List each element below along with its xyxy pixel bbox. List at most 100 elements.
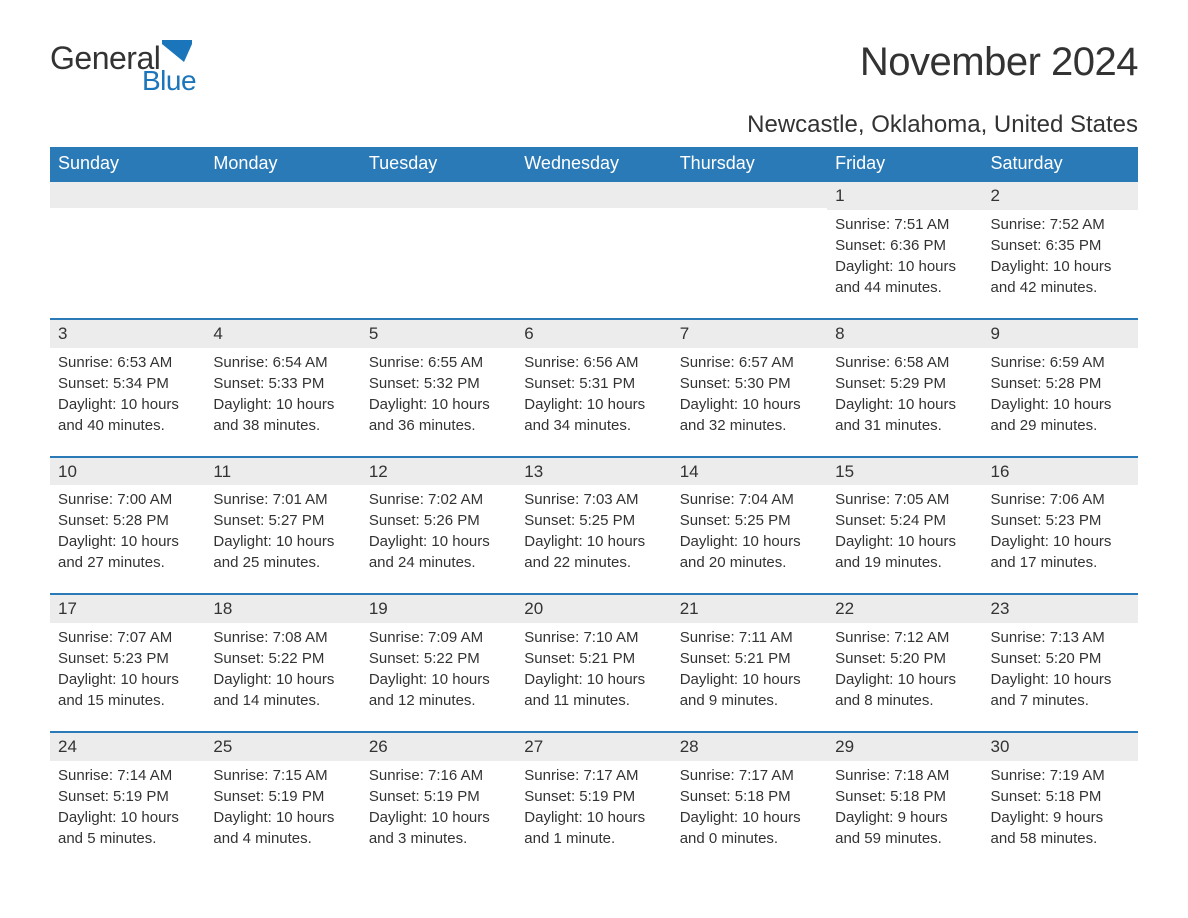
sunrise-text: Sunrise: 7:07 AM bbox=[58, 627, 197, 648]
daylight-text: Daylight: 10 hours and 0 minutes. bbox=[680, 807, 819, 849]
sunset-text: Sunset: 5:18 PM bbox=[680, 786, 819, 807]
day-cell: 18Sunrise: 7:08 AMSunset: 5:22 PMDayligh… bbox=[205, 595, 360, 731]
header: General Blue November 2024 bbox=[50, 40, 1138, 97]
day-body: Sunrise: 7:00 AMSunset: 5:28 PMDaylight:… bbox=[50, 485, 205, 593]
day-cell bbox=[672, 182, 827, 318]
day-number: 14 bbox=[672, 458, 827, 486]
daylight-text: Daylight: 10 hours and 31 minutes. bbox=[835, 394, 974, 436]
day-number: 10 bbox=[50, 458, 205, 486]
sunrise-text: Sunrise: 7:09 AM bbox=[369, 627, 508, 648]
week-row: 3Sunrise: 6:53 AMSunset: 5:34 PMDaylight… bbox=[50, 318, 1138, 456]
sunset-text: Sunset: 5:33 PM bbox=[213, 373, 352, 394]
day-cell: 8Sunrise: 6:58 AMSunset: 5:29 PMDaylight… bbox=[827, 320, 982, 456]
day-cell: 21Sunrise: 7:11 AMSunset: 5:21 PMDayligh… bbox=[672, 595, 827, 731]
day-cell: 14Sunrise: 7:04 AMSunset: 5:25 PMDayligh… bbox=[672, 458, 827, 594]
sunset-text: Sunset: 5:32 PM bbox=[369, 373, 508, 394]
day-cell: 4Sunrise: 6:54 AMSunset: 5:33 PMDaylight… bbox=[205, 320, 360, 456]
day-cell: 9Sunrise: 6:59 AMSunset: 5:28 PMDaylight… bbox=[983, 320, 1138, 456]
sunset-text: Sunset: 5:21 PM bbox=[680, 648, 819, 669]
day-body: Sunrise: 7:03 AMSunset: 5:25 PMDaylight:… bbox=[516, 485, 671, 593]
day-cell: 20Sunrise: 7:10 AMSunset: 5:21 PMDayligh… bbox=[516, 595, 671, 731]
day-cell: 1Sunrise: 7:51 AMSunset: 6:36 PMDaylight… bbox=[827, 182, 982, 318]
day-cell: 22Sunrise: 7:12 AMSunset: 5:20 PMDayligh… bbox=[827, 595, 982, 731]
day-body: Sunrise: 7:09 AMSunset: 5:22 PMDaylight:… bbox=[361, 623, 516, 731]
day-cell: 19Sunrise: 7:09 AMSunset: 5:22 PMDayligh… bbox=[361, 595, 516, 731]
week-row: 17Sunrise: 7:07 AMSunset: 5:23 PMDayligh… bbox=[50, 593, 1138, 731]
day-body: Sunrise: 6:55 AMSunset: 5:32 PMDaylight:… bbox=[361, 348, 516, 456]
day-body: Sunrise: 7:10 AMSunset: 5:21 PMDaylight:… bbox=[516, 623, 671, 731]
day-number: 27 bbox=[516, 733, 671, 761]
sunset-text: Sunset: 5:30 PM bbox=[680, 373, 819, 394]
calendar: SundayMondayTuesdayWednesdayThursdayFrid… bbox=[50, 147, 1138, 869]
sunrise-text: Sunrise: 7:01 AM bbox=[213, 489, 352, 510]
location-text: Newcastle, Oklahoma, United States bbox=[50, 111, 1138, 139]
daylight-text: Daylight: 10 hours and 36 minutes. bbox=[369, 394, 508, 436]
sunset-text: Sunset: 5:34 PM bbox=[58, 373, 197, 394]
daylight-text: Daylight: 10 hours and 15 minutes. bbox=[58, 669, 197, 711]
sunset-text: Sunset: 5:25 PM bbox=[524, 510, 663, 531]
day-body: Sunrise: 6:56 AMSunset: 5:31 PMDaylight:… bbox=[516, 348, 671, 456]
day-number: 28 bbox=[672, 733, 827, 761]
weekday-header-cell: Friday bbox=[827, 147, 982, 180]
sunrise-text: Sunrise: 6:58 AM bbox=[835, 352, 974, 373]
day-cell bbox=[205, 182, 360, 318]
day-number: 23 bbox=[983, 595, 1138, 623]
sunset-text: Sunset: 5:22 PM bbox=[369, 648, 508, 669]
daylight-text: Daylight: 10 hours and 32 minutes. bbox=[680, 394, 819, 436]
day-cell: 17Sunrise: 7:07 AMSunset: 5:23 PMDayligh… bbox=[50, 595, 205, 731]
day-body: Sunrise: 6:53 AMSunset: 5:34 PMDaylight:… bbox=[50, 348, 205, 456]
day-number: 30 bbox=[983, 733, 1138, 761]
day-body: Sunrise: 7:13 AMSunset: 5:20 PMDaylight:… bbox=[983, 623, 1138, 731]
day-body: Sunrise: 6:54 AMSunset: 5:33 PMDaylight:… bbox=[205, 348, 360, 456]
daylight-text: Daylight: 10 hours and 25 minutes. bbox=[213, 531, 352, 573]
sunrise-text: Sunrise: 7:18 AM bbox=[835, 765, 974, 786]
day-number: 3 bbox=[50, 320, 205, 348]
daylight-text: Daylight: 10 hours and 19 minutes. bbox=[835, 531, 974, 573]
day-body: Sunrise: 7:19 AMSunset: 5:18 PMDaylight:… bbox=[983, 761, 1138, 869]
day-cell bbox=[516, 182, 671, 318]
sunset-text: Sunset: 5:24 PM bbox=[835, 510, 974, 531]
sunset-text: Sunset: 6:36 PM bbox=[835, 235, 974, 256]
daylight-text: Daylight: 9 hours and 58 minutes. bbox=[991, 807, 1130, 849]
day-body: Sunrise: 7:01 AMSunset: 5:27 PMDaylight:… bbox=[205, 485, 360, 593]
day-number: 15 bbox=[827, 458, 982, 486]
daylight-text: Daylight: 10 hours and 3 minutes. bbox=[369, 807, 508, 849]
sunrise-text: Sunrise: 7:19 AM bbox=[991, 765, 1130, 786]
sunset-text: Sunset: 5:23 PM bbox=[991, 510, 1130, 531]
title-block: November 2024 bbox=[860, 40, 1138, 85]
day-cell: 3Sunrise: 6:53 AMSunset: 5:34 PMDaylight… bbox=[50, 320, 205, 456]
sunset-text: Sunset: 5:28 PM bbox=[991, 373, 1130, 394]
empty-day-bar bbox=[361, 182, 516, 208]
sunset-text: Sunset: 5:18 PM bbox=[835, 786, 974, 807]
logo: General Blue bbox=[50, 40, 196, 97]
daylight-text: Daylight: 10 hours and 42 minutes. bbox=[991, 256, 1130, 298]
day-cell: 25Sunrise: 7:15 AMSunset: 5:19 PMDayligh… bbox=[205, 733, 360, 869]
day-body: Sunrise: 7:05 AMSunset: 5:24 PMDaylight:… bbox=[827, 485, 982, 593]
daylight-text: Daylight: 10 hours and 4 minutes. bbox=[213, 807, 352, 849]
day-cell: 2Sunrise: 7:52 AMSunset: 6:35 PMDaylight… bbox=[983, 182, 1138, 318]
logo-sub-text: Blue bbox=[142, 65, 196, 97]
sunrise-text: Sunrise: 6:55 AM bbox=[369, 352, 508, 373]
day-cell: 16Sunrise: 7:06 AMSunset: 5:23 PMDayligh… bbox=[983, 458, 1138, 594]
sunrise-text: Sunrise: 7:16 AM bbox=[369, 765, 508, 786]
day-number: 19 bbox=[361, 595, 516, 623]
day-number: 1 bbox=[827, 182, 982, 210]
sunset-text: Sunset: 5:20 PM bbox=[835, 648, 974, 669]
weekday-header-cell: Thursday bbox=[672, 147, 827, 180]
weekday-header-cell: Sunday bbox=[50, 147, 205, 180]
daylight-text: Daylight: 10 hours and 17 minutes. bbox=[991, 531, 1130, 573]
daylight-text: Daylight: 10 hours and 38 minutes. bbox=[213, 394, 352, 436]
day-cell: 5Sunrise: 6:55 AMSunset: 5:32 PMDaylight… bbox=[361, 320, 516, 456]
daylight-text: Daylight: 10 hours and 29 minutes. bbox=[991, 394, 1130, 436]
sunrise-text: Sunrise: 7:10 AM bbox=[524, 627, 663, 648]
sunrise-text: Sunrise: 7:13 AM bbox=[991, 627, 1130, 648]
day-cell: 13Sunrise: 7:03 AMSunset: 5:25 PMDayligh… bbox=[516, 458, 671, 594]
day-body: Sunrise: 6:57 AMSunset: 5:30 PMDaylight:… bbox=[672, 348, 827, 456]
flag-icon bbox=[162, 40, 192, 67]
day-cell: 27Sunrise: 7:17 AMSunset: 5:19 PMDayligh… bbox=[516, 733, 671, 869]
daylight-text: Daylight: 10 hours and 1 minute. bbox=[524, 807, 663, 849]
day-number: 22 bbox=[827, 595, 982, 623]
weekday-header-cell: Wednesday bbox=[516, 147, 671, 180]
sunrise-text: Sunrise: 7:00 AM bbox=[58, 489, 197, 510]
day-body: Sunrise: 7:52 AMSunset: 6:35 PMDaylight:… bbox=[983, 210, 1138, 318]
